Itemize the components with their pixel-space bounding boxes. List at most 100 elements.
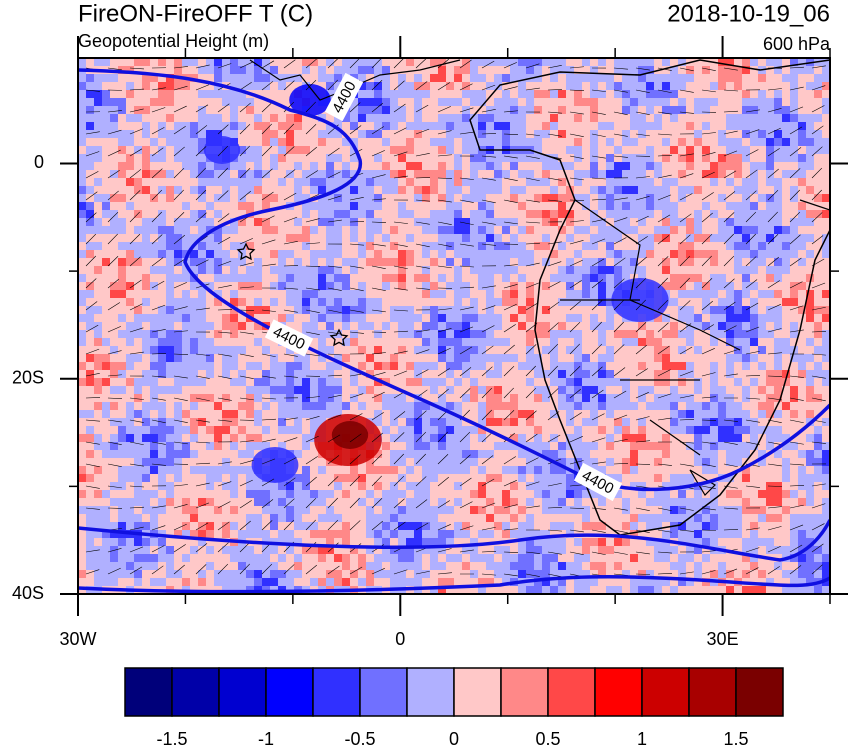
field-cell xyxy=(798,162,806,170)
field-cell xyxy=(550,282,558,290)
field-cell xyxy=(518,106,526,114)
field-cell xyxy=(166,138,174,146)
field-cell xyxy=(622,210,630,218)
field-cell xyxy=(254,114,262,122)
field-cell xyxy=(542,394,550,402)
field-cell xyxy=(478,298,486,306)
field-cell xyxy=(334,314,342,322)
field-cell xyxy=(326,298,334,306)
field-cell xyxy=(614,250,622,258)
field-cell xyxy=(102,138,110,146)
field-cell xyxy=(126,114,134,122)
field-cell xyxy=(502,466,510,474)
field-cell xyxy=(606,202,614,210)
field-cell xyxy=(94,458,102,466)
field-cell xyxy=(358,466,366,474)
field-cell xyxy=(174,402,182,410)
field-cell xyxy=(422,130,430,138)
field-cell xyxy=(766,82,774,90)
field-cell xyxy=(382,474,390,482)
field-cell xyxy=(158,410,166,418)
field-cell xyxy=(150,106,158,114)
field-cell xyxy=(246,322,254,330)
field-cell xyxy=(262,218,270,226)
field-cell xyxy=(150,370,158,378)
field-cell xyxy=(318,298,326,306)
field-cell xyxy=(782,426,790,434)
field-cell xyxy=(670,258,678,266)
field-cell xyxy=(510,202,518,210)
field-cell xyxy=(502,114,510,122)
field-cell xyxy=(662,418,670,426)
field-cell xyxy=(774,282,782,290)
field-cell xyxy=(510,170,518,178)
field-cell xyxy=(710,322,718,330)
field-cell xyxy=(518,66,526,74)
field-cell xyxy=(286,138,294,146)
field-cell xyxy=(126,138,134,146)
field-cell xyxy=(502,362,510,370)
field-cell xyxy=(726,458,734,466)
field-cell xyxy=(686,210,694,218)
field-cell xyxy=(406,330,414,338)
field-cell xyxy=(430,82,438,90)
field-cell xyxy=(734,314,742,322)
field-cell xyxy=(774,386,782,394)
field-cell xyxy=(366,154,374,162)
field-cell xyxy=(462,226,470,234)
field-cell xyxy=(326,130,334,138)
field-cell xyxy=(606,74,614,82)
field-cell xyxy=(718,322,726,330)
field-cell xyxy=(590,74,598,82)
field-cell xyxy=(142,274,150,282)
field-cell xyxy=(238,202,246,210)
field-cell xyxy=(798,66,806,74)
field-cell xyxy=(374,146,382,154)
field-cell xyxy=(110,450,118,458)
field-cell xyxy=(702,346,710,354)
field-cell xyxy=(630,362,638,370)
field-cell xyxy=(278,290,286,298)
field-cell xyxy=(86,370,94,378)
field-cell xyxy=(158,250,166,258)
field-cell xyxy=(94,354,102,362)
field-cell xyxy=(398,330,406,338)
field-cell xyxy=(190,114,198,122)
field-cell xyxy=(646,434,654,442)
field-cell xyxy=(302,378,310,386)
field-cell xyxy=(174,146,182,154)
field-cell xyxy=(398,298,406,306)
field-cell xyxy=(742,370,750,378)
field-cell xyxy=(526,306,534,314)
field-cell xyxy=(206,434,214,442)
field-cell xyxy=(478,178,486,186)
field-cell xyxy=(142,154,150,162)
field-cell xyxy=(606,306,614,314)
field-cell xyxy=(790,322,798,330)
field-cell xyxy=(118,314,126,322)
field-cell xyxy=(414,186,422,194)
field-cell xyxy=(230,314,238,322)
field-cell xyxy=(150,178,158,186)
field-cell xyxy=(198,322,206,330)
field-cell xyxy=(342,298,350,306)
field-cell xyxy=(118,346,126,354)
field-cell xyxy=(718,122,726,130)
field-cell xyxy=(806,290,814,298)
field-cell xyxy=(534,250,542,258)
field-cell xyxy=(422,290,430,298)
field-cell xyxy=(798,306,806,314)
field-cell xyxy=(790,370,798,378)
field-cell xyxy=(238,170,246,178)
field-cell xyxy=(126,458,134,466)
field-cell xyxy=(526,210,534,218)
field-cell xyxy=(574,106,582,114)
field-cell xyxy=(478,210,486,218)
field-cell xyxy=(206,394,214,402)
field-cell xyxy=(614,146,622,154)
field-cell xyxy=(558,450,566,458)
field-cell xyxy=(622,370,630,378)
field-cell xyxy=(190,354,198,362)
field-cell xyxy=(334,346,342,354)
field-cell xyxy=(534,162,542,170)
